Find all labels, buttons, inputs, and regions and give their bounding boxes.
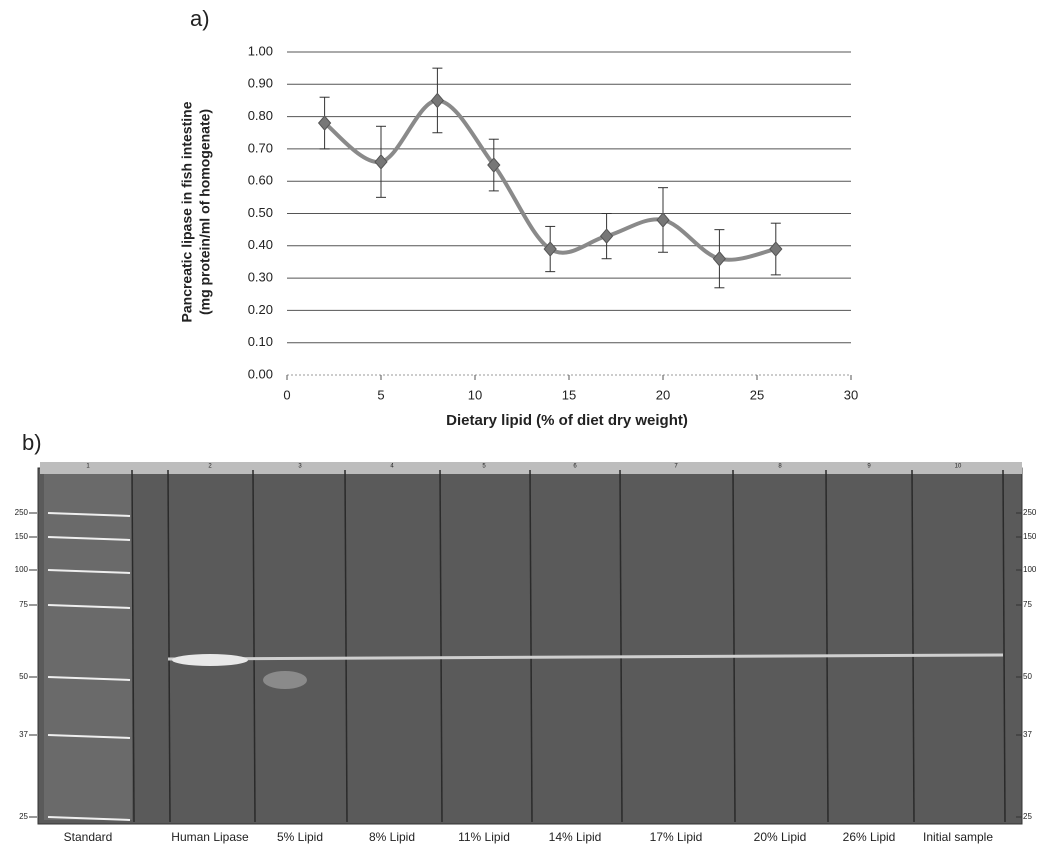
y-tick-label: 0.40 <box>248 237 273 252</box>
marker-label: 37 <box>19 730 28 739</box>
x-tick-label: 20 <box>656 387 670 402</box>
y-tick-label: 0.80 <box>248 108 273 123</box>
lane-number: 9 <box>867 464 871 470</box>
lane-number: 4 <box>390 464 394 470</box>
ladder-band <box>47 734 131 739</box>
protein-band <box>167 653 1004 661</box>
x-tick-label: 25 <box>750 387 764 402</box>
lane-label: 17% Lipid <box>650 830 703 844</box>
lane-label: 26% Lipid <box>843 830 896 844</box>
lane-number: 8 <box>778 464 782 470</box>
lane-label: 14% Lipid <box>549 830 602 844</box>
lane-label: 20% Lipid <box>754 830 807 844</box>
gel-top <box>40 462 1022 474</box>
point <box>430 92 445 109</box>
x-tick-label: 15 <box>562 387 576 402</box>
y-tick-label: 0.00 <box>248 366 273 381</box>
lane-divider <box>167 469 171 823</box>
marker-label: 50 <box>1023 672 1032 681</box>
lane-number: 3 <box>298 464 302 470</box>
point <box>712 250 727 267</box>
x-tick-label: 30 <box>844 387 858 402</box>
lane-label: 8% Lipid <box>369 830 415 844</box>
lane-label: Initial sample <box>923 830 993 844</box>
lane-divider <box>131 469 135 823</box>
x-tick-label: 0 <box>283 387 290 402</box>
lane-divider <box>529 469 533 823</box>
lane-label: 5% Lipid <box>277 830 323 844</box>
marker-label: 75 <box>19 600 28 609</box>
marker-label: 250 <box>15 508 29 517</box>
lane-divider <box>1002 469 1006 823</box>
ladder-band <box>47 676 131 681</box>
marker-label: 150 <box>1023 532 1037 541</box>
point <box>543 241 557 257</box>
y-tick-label: 0.10 <box>248 334 273 349</box>
panel-label: b) <box>22 430 42 455</box>
gel-image <box>37 462 1023 825</box>
lane-divider <box>825 469 829 823</box>
marker-label: 100 <box>1023 565 1037 574</box>
standard-lane <box>44 474 132 820</box>
point <box>769 241 783 257</box>
lane-divider <box>344 469 348 823</box>
lane-divider <box>619 469 623 823</box>
x-axis-label: Dietary lipid (% of diet dry weight) <box>446 412 688 429</box>
x-tick-label: 5 <box>377 387 384 402</box>
marker-label: 250 <box>1023 508 1037 517</box>
lane-divider <box>439 469 443 823</box>
panel-label: a) <box>190 6 210 31</box>
lane-divider <box>252 469 256 823</box>
marker-label: 50 <box>19 672 28 681</box>
lane-divider <box>911 469 915 823</box>
ladder-band <box>47 536 131 541</box>
point <box>317 115 332 131</box>
y-tick-label: 0.50 <box>248 205 273 220</box>
lane-number: 7 <box>674 464 678 470</box>
marker-label: 75 <box>1023 600 1032 609</box>
y-tick-label: 1.00 <box>248 43 273 58</box>
ladder-band <box>47 569 131 574</box>
lane-divider <box>732 469 736 823</box>
lane-number: 10 <box>955 464 962 470</box>
lane-number: 6 <box>573 464 577 470</box>
y-tick-label: 0.90 <box>248 76 273 91</box>
ladder-band <box>47 604 131 609</box>
point <box>487 157 501 173</box>
point <box>656 212 670 228</box>
series-line <box>323 98 777 262</box>
marker-label: 100 <box>15 565 29 574</box>
marker-label: 25 <box>1023 812 1032 821</box>
ladder-band <box>47 816 131 821</box>
marker-label: 150 <box>15 532 29 541</box>
marker-label: 37 <box>1023 730 1032 739</box>
y-tick-label: 0.30 <box>248 270 273 285</box>
lane-label: 11% Lipid <box>458 830 510 844</box>
smear <box>263 671 307 689</box>
lane-number: 1 <box>86 464 90 470</box>
point <box>599 228 614 244</box>
point <box>374 154 388 170</box>
y-tick-label: 0.20 <box>248 302 273 317</box>
marker-label: 25 <box>19 812 28 821</box>
y-axis-label: (mg protein/ml of homogenate) <box>197 109 213 315</box>
lane-label: Human Lipase <box>171 830 249 844</box>
lipase-band <box>172 654 248 666</box>
y-tick-label: 0.70 <box>248 140 273 155</box>
x-tick-label: 10 <box>468 387 482 402</box>
lane-number: 2 <box>208 464 212 470</box>
ladder-band <box>47 512 131 517</box>
y-tick-label: 0.60 <box>248 173 273 188</box>
lane-label: Standard <box>64 830 113 844</box>
lane-number: 5 <box>482 464 486 470</box>
y-axis-label: Pancreatic lipase in fish intestine <box>179 101 195 322</box>
